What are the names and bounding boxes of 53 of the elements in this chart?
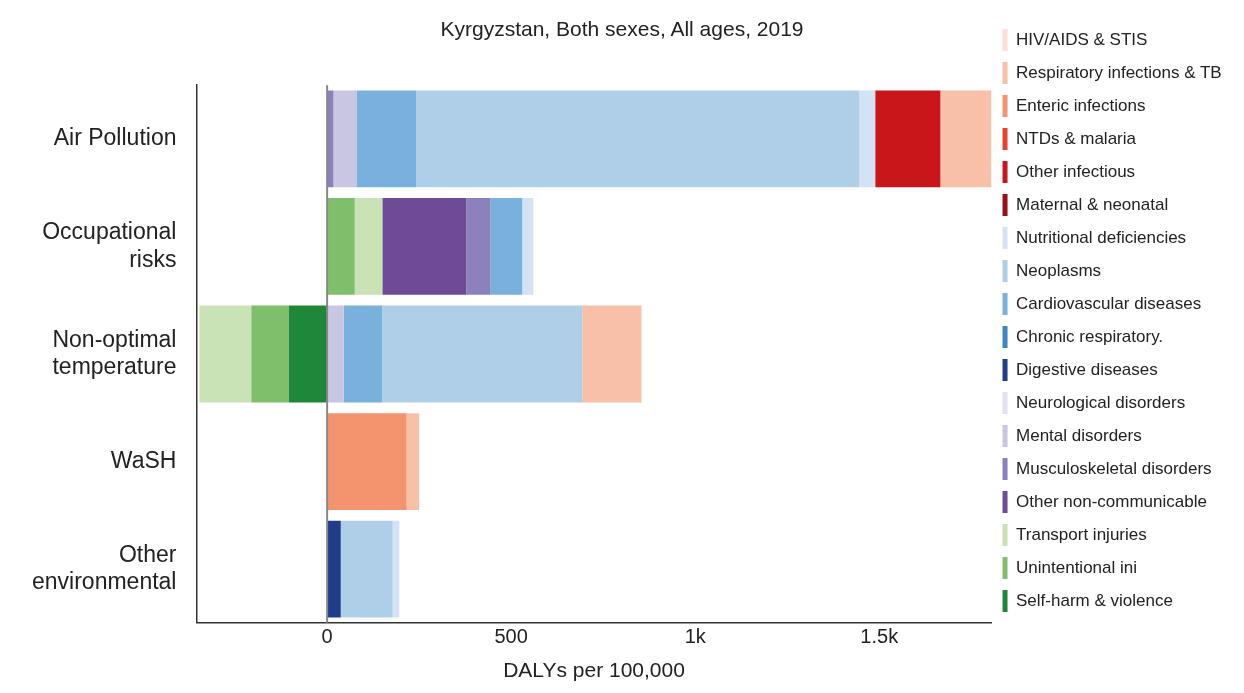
bar: [356, 90, 417, 188]
x-tick-label: 0: [321, 625, 333, 648]
bar: [288, 305, 328, 403]
legend-label: Other non-communicable: [1016, 491, 1207, 511]
legend-label: Neurological disorders: [1016, 392, 1186, 412]
bar: [327, 198, 355, 295]
bar: [327, 305, 344, 403]
legend-label: Cardiovascular diseases: [1016, 293, 1202, 313]
bar: [392, 520, 400, 618]
legend-label: HIV/AIDS & STIS: [1016, 29, 1148, 49]
bar: [582, 305, 642, 403]
bar: [333, 90, 357, 188]
bar: [940, 90, 992, 188]
x-tick-label: 1.5k: [860, 625, 900, 648]
legend-label: Respiratory infections & TB: [1016, 62, 1222, 82]
legend-label: Enteric infections: [1016, 95, 1146, 115]
bar: [466, 198, 491, 295]
x-tick-label: 1k: [684, 625, 707, 648]
bar: [343, 305, 383, 403]
legend-label: Unintentional ini: [1016, 557, 1137, 577]
legend-label: Maternal & neonatal: [1016, 194, 1169, 214]
chart-title: Kyrgyzstan, Both sexes, All ages, 2019: [440, 17, 804, 41]
y-tick-label: Air Pollution: [53, 124, 177, 151]
bar: [327, 520, 341, 618]
legend-label: Self-harm & violence: [1016, 590, 1173, 610]
legend-label: Nutritional deficiencies: [1016, 227, 1187, 247]
y-tick-label: WaSH: [110, 446, 177, 473]
bar: [199, 305, 252, 403]
bar: [251, 305, 289, 403]
legend-label: Other infectious: [1016, 161, 1136, 181]
legend-label: Digestive diseases: [1016, 359, 1158, 379]
y-tick-label: Occupational risks: [42, 218, 177, 272]
legend-label: Transport injuries: [1016, 524, 1147, 544]
bar: [382, 198, 467, 295]
legend-label: Chronic respiratory.: [1016, 326, 1164, 346]
legend-label: Neoplasms: [1016, 260, 1102, 280]
legend-label: Musculoskeletal disorders: [1016, 458, 1212, 478]
x-tick-label: 500: [494, 625, 528, 648]
bar: [382, 305, 583, 403]
bar: [875, 90, 941, 188]
bar: [327, 413, 407, 510]
bar: [340, 520, 393, 618]
y-tick-label: Non-optimal temperature: [52, 325, 177, 380]
bar: [522, 198, 534, 295]
bar: [859, 90, 876, 188]
bar: [406, 413, 420, 510]
x-axis-title: DALYs per 100,000: [503, 658, 685, 682]
y-tick-label: Other environmental: [32, 540, 177, 595]
bar: [416, 90, 860, 188]
legend-label: NTDs & malaria: [1016, 128, 1137, 148]
legend-label: Mental disorders: [1016, 425, 1142, 445]
bar: [490, 198, 523, 295]
bar: [354, 198, 383, 295]
